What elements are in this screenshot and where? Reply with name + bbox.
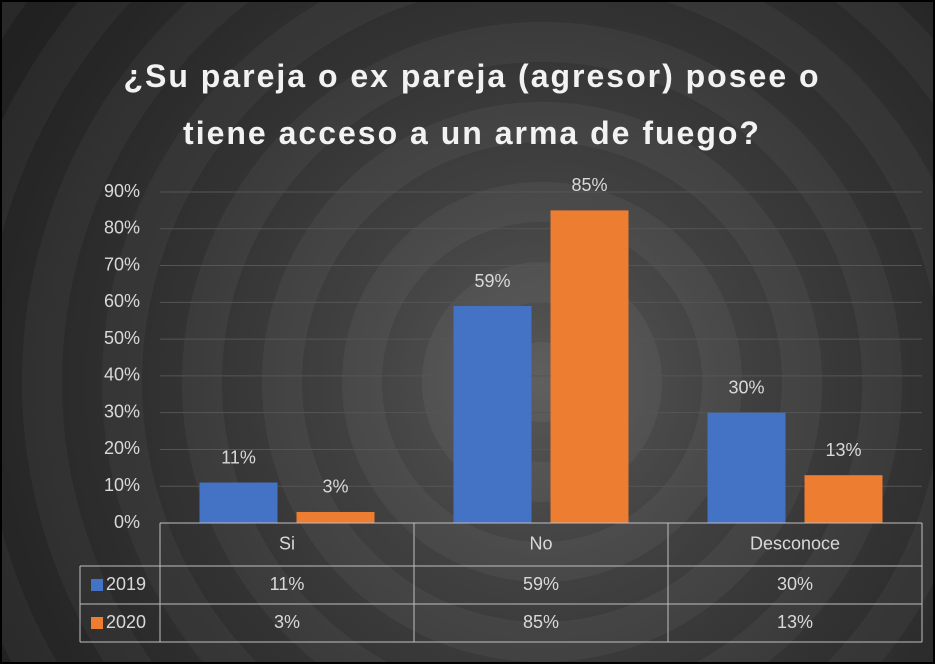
table-cell: 85% — [523, 612, 559, 632]
y-tick-label: 50% — [104, 328, 140, 348]
data-label: 13% — [825, 440, 861, 460]
bar — [199, 482, 278, 523]
legend-swatch — [91, 617, 103, 629]
data-label: 11% — [221, 447, 256, 467]
legend-label: 2019 — [106, 574, 146, 594]
bar — [296, 511, 375, 523]
y-tick-label: 10% — [104, 475, 140, 495]
y-tick-label: 0% — [114, 512, 140, 532]
bar — [550, 210, 629, 523]
data-label: 85% — [571, 175, 607, 195]
x-tick-label: Desconoce — [750, 533, 840, 553]
table-cell: 11% — [270, 574, 305, 594]
legend-swatch — [91, 579, 103, 591]
x-tick-label: No — [529, 533, 552, 553]
x-tick-label: Si — [279, 533, 295, 553]
data-label: 3% — [322, 477, 348, 497]
y-tick-label: 40% — [104, 365, 140, 385]
data-label: 30% — [728, 377, 764, 397]
legend-label: 2020 — [106, 612, 146, 632]
data-label: 59% — [474, 271, 510, 291]
y-tick-label: 70% — [104, 254, 140, 274]
bar — [804, 475, 883, 523]
table-cell: 13% — [777, 612, 813, 632]
bar — [707, 412, 786, 523]
table-cell: 59% — [523, 574, 559, 594]
y-tick-label: 30% — [104, 401, 140, 421]
chart-title: ¿Su pareja o ex pareja (agresor) posee o… — [123, 58, 821, 151]
y-tick-label: 80% — [104, 218, 140, 238]
y-tick-label: 60% — [104, 291, 140, 311]
y-tick-label: 20% — [104, 438, 140, 458]
y-tick-label: 90% — [104, 181, 140, 201]
bar — [453, 306, 532, 523]
table-cell: 3% — [274, 612, 300, 632]
table-cell: 30% — [777, 574, 813, 594]
